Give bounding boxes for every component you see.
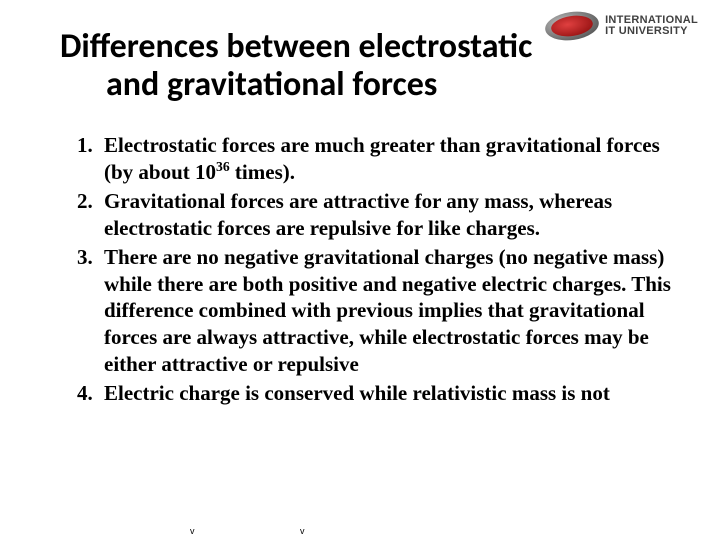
- slide: INTERNATIONAL IT UNIVERSITY Differences …: [0, 0, 720, 540]
- logo-oval-icon: [543, 8, 600, 43]
- point-text: Electric charge is conserved while relat…: [104, 381, 610, 405]
- point-text: Gravitational forces are attractive for …: [104, 189, 612, 240]
- logo-text: INTERNATIONAL IT UNIVERSITY: [605, 15, 698, 37]
- list-item: Electric charge is conserved while relat…: [98, 380, 680, 407]
- exponent: 36: [216, 159, 230, 174]
- footer-mark-2: v: [300, 526, 305, 536]
- logo-line2: IT UNIVERSITY: [605, 26, 698, 37]
- list-item: Gravitational forces are attractive for …: [98, 188, 680, 242]
- list-item: Electrostatic forces are much greater th…: [98, 132, 680, 186]
- point-text: Electrostatic forces are much greater th…: [104, 133, 660, 184]
- point-text-post: times).: [230, 160, 295, 184]
- points-list: Electrostatic forces are much greater th…: [50, 132, 680, 407]
- point-text: There are no negative gravitational char…: [104, 245, 671, 377]
- footer-mark-1: v: [190, 526, 195, 536]
- title-line2: and gravitational forces: [60, 66, 680, 104]
- university-logo: INTERNATIONAL IT UNIVERSITY: [545, 12, 698, 40]
- list-item: There are no negative gravitational char…: [98, 244, 680, 378]
- slide-body: Electrostatic forces are much greater th…: [40, 132, 680, 407]
